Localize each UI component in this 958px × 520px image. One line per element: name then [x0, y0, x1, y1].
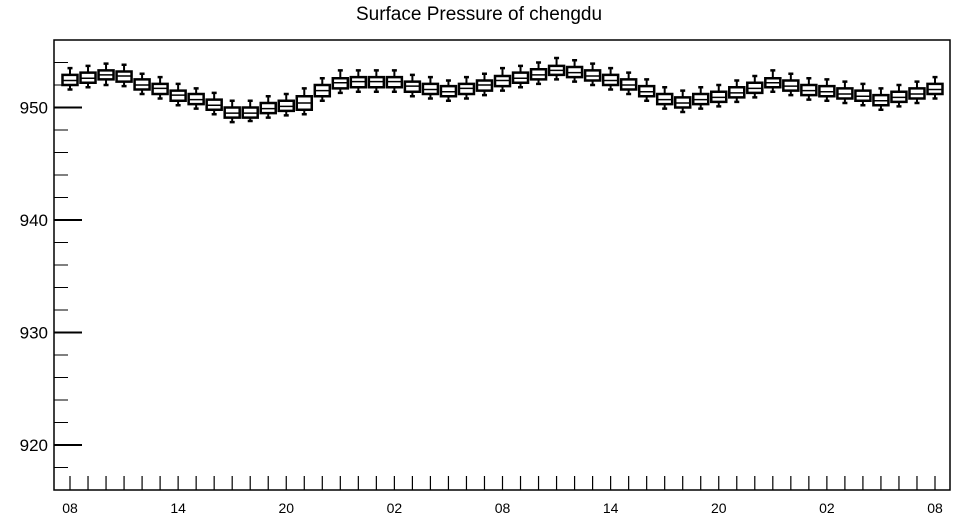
- box-plot-item: [890, 83, 908, 108]
- box-plot-item: [529, 61, 548, 86]
- box-plot-item: [475, 72, 494, 97]
- box-plot-item: [457, 75, 476, 100]
- x-tick-label: 14: [603, 500, 619, 516]
- box-plot-item: [241, 99, 259, 123]
- box-plot-item: [169, 82, 187, 107]
- box-plot-item: [331, 69, 350, 95]
- box-plot-item: [655, 86, 674, 110]
- box-plot-item: [926, 75, 944, 100]
- x-tick-label: 14: [170, 500, 186, 516]
- box-plot-item: [79, 64, 97, 89]
- x-tick-label: 20: [711, 500, 727, 516]
- box-plot-item: [601, 66, 620, 91]
- box-plot-item: [493, 66, 512, 92]
- box-plot-item: [439, 79, 458, 102]
- box-plot-item: [223, 99, 241, 124]
- box-plot-item: [746, 74, 764, 99]
- plot-frame: [53, 39, 951, 491]
- box-plot-item: [313, 77, 332, 102]
- box-plot-item: [511, 64, 530, 89]
- box-plot-item: [764, 69, 782, 93]
- y-tick-label: 920: [20, 436, 48, 455]
- box-plot-item: [673, 89, 692, 114]
- x-tick-label: 02: [387, 500, 403, 516]
- box-plot-item: [565, 59, 584, 83]
- box-plot-item: [637, 78, 656, 102]
- box-plot-item: [583, 62, 602, 87]
- x-tick-label: 08: [927, 500, 943, 516]
- box-plot-item: [367, 69, 386, 93]
- box-plot-item: [908, 80, 926, 105]
- x-tick-label: 20: [278, 500, 294, 516]
- box-plot-item: [547, 56, 566, 81]
- box-plot-item: [854, 82, 872, 107]
- box-plot-item: [277, 92, 295, 117]
- box-plot-item: [872, 87, 890, 111]
- y-tick-label: 930: [20, 324, 48, 343]
- box-plot-item: [691, 86, 710, 110]
- box-plot-item: [710, 83, 728, 108]
- box-plot-item: [187, 87, 205, 110]
- box-plot-item: [205, 91, 223, 116]
- box-plot-item: [403, 73, 422, 98]
- box-plot-item: [836, 80, 854, 105]
- box-plot-item: [295, 87, 314, 116]
- box-plot-item: [728, 79, 746, 104]
- box-plot-item: [151, 75, 169, 100]
- y-tick-label: 950: [20, 99, 48, 118]
- chart-title: Surface Pressure of chengdu: [355, 4, 603, 25]
- x-tick-label: 02: [819, 500, 835, 516]
- y-tick-label: 940: [20, 211, 48, 230]
- x-tick-label: 08: [495, 500, 511, 516]
- box-plot-item: [115, 63, 133, 88]
- box-plot-item: [800, 77, 818, 101]
- box-plot-item: [818, 78, 836, 102]
- box-plot-item: [782, 72, 800, 97]
- x-tick-label: 08: [62, 500, 78, 516]
- box-plot-item: [619, 71, 638, 96]
- box-plot-item: [259, 95, 277, 119]
- box-plot-item: [97, 62, 115, 87]
- box-plot-item: [385, 69, 404, 93]
- box-plot-item: [133, 72, 151, 96]
- box-plot-item: [421, 75, 440, 100]
- box-plot-item: [61, 66, 79, 91]
- box-plot-item: [349, 69, 368, 93]
